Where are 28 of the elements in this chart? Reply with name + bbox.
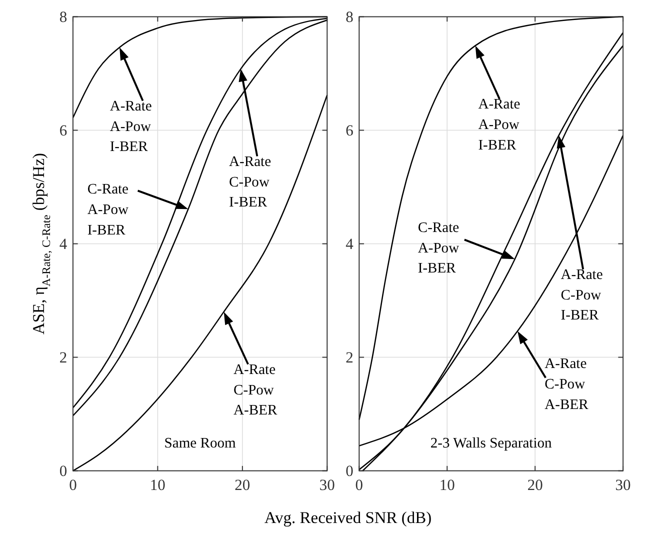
annotation: 2-3 Walls Separation xyxy=(430,436,553,452)
y-tick-label: 6 xyxy=(346,122,354,140)
annotation: Same Room xyxy=(164,436,236,452)
y-tick-label: 6 xyxy=(59,122,68,140)
x-tick-label: 30 xyxy=(615,477,632,494)
annotation: C-Rate A-Pow I-BER xyxy=(87,182,130,238)
annotation: C-Rate A-Pow I-BER xyxy=(418,220,460,277)
annotation: A-Rate C-Pow I-BER xyxy=(229,154,272,211)
y-tick-label: 2 xyxy=(59,350,68,367)
x-tick-label: 30 xyxy=(319,477,336,494)
annotation: A-Rate C-Pow A-BER xyxy=(234,362,278,419)
annotation: A-Rate C-Pow A-BER xyxy=(544,356,589,413)
y-tick-label: 0 xyxy=(346,463,354,480)
x-axis-title: Avg. Received SNR (dB) xyxy=(264,508,432,528)
y-tick-label: 0 xyxy=(59,463,68,480)
x-tick-label: 10 xyxy=(439,477,456,494)
y-tick-label: 8 xyxy=(59,9,68,26)
y-tick-label: 4 xyxy=(346,236,354,254)
y-tick-label: 8 xyxy=(346,9,354,26)
x-tick-label: 10 xyxy=(150,477,166,494)
x-tick-label: 20 xyxy=(234,477,250,494)
x-tick-label: 20 xyxy=(527,477,544,494)
line-series xyxy=(72,94,328,472)
annotation: A-Rate C-Pow I-BER xyxy=(560,266,603,324)
y-tick-label: 2 xyxy=(346,350,354,367)
y-tick-label: 4 xyxy=(59,236,68,254)
annotation: A-Rate A-Pow I-BER xyxy=(110,98,152,156)
annotation: A-Rate A-Pow I-BER xyxy=(478,96,520,154)
